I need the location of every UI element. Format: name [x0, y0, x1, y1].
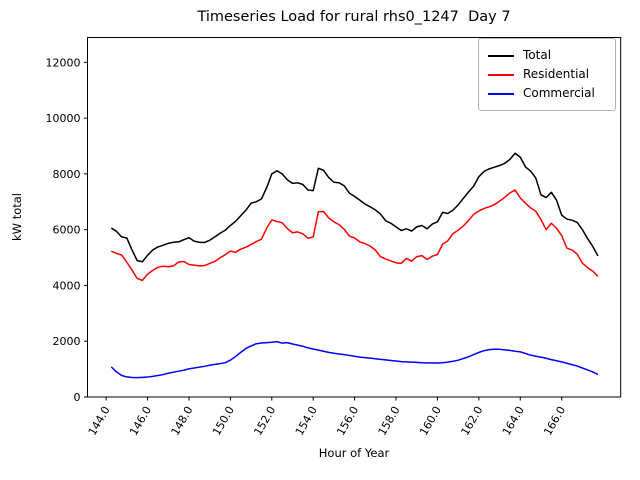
series-line-total	[110, 152, 599, 263]
x-tick-label: 144.0	[86, 404, 113, 438]
y-tick-label: 8000	[53, 168, 81, 181]
x-tick-label: 160.0	[417, 404, 444, 438]
x-tick-label: 152.0	[251, 404, 278, 438]
y-tick-label: 12000	[46, 56, 81, 69]
legend-item-residential: Residential	[488, 65, 606, 84]
x-tick-label: 148.0	[169, 404, 196, 438]
series-line-residential	[111, 189, 599, 282]
x-tick-label: 162.0	[458, 404, 485, 438]
legend: Total Residential Commercial	[478, 38, 616, 111]
series-line-commercial	[110, 340, 599, 379]
legend-line-swatch	[488, 54, 514, 57]
y-tick-label: 10000	[46, 112, 81, 125]
legend-label: Total	[523, 48, 552, 62]
x-tick-label: 146.0	[127, 404, 154, 438]
legend-label: Commercial	[523, 86, 595, 100]
x-tick-label: 154.0	[293, 404, 320, 438]
y-tick-label: 0	[74, 391, 81, 404]
x-tick-label: 166.0	[541, 404, 568, 438]
y-tick-label: 6000	[53, 224, 81, 237]
legend-line-swatch	[488, 73, 514, 76]
legend-label: Residential	[523, 67, 590, 81]
y-tick-label: 4000	[53, 279, 81, 292]
x-tick-label: 158.0	[376, 404, 403, 438]
legend-item-total: Total	[488, 46, 606, 65]
legend-line-swatch	[488, 92, 514, 95]
y-tick-label: 2000	[53, 335, 81, 348]
y-axis-label: kW total	[10, 193, 24, 241]
legend-item-commercial: Commercial	[488, 84, 606, 103]
chart-title: Timeseries Load for rural rhs0_1247 Day …	[197, 9, 511, 25]
x-tick-label: 150.0	[210, 404, 237, 438]
x-axis-label: Hour of Year	[318, 446, 390, 460]
x-tick-label: 156.0	[334, 404, 361, 438]
axes-frame	[87, 37, 622, 398]
x-tick-label: 164.0	[500, 404, 527, 438]
